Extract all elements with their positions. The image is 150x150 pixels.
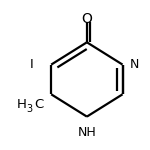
Text: H: H bbox=[17, 98, 27, 111]
Text: 3: 3 bbox=[26, 104, 32, 114]
Text: N: N bbox=[130, 58, 139, 71]
Text: I: I bbox=[30, 58, 33, 71]
Text: C: C bbox=[34, 98, 43, 111]
Text: NH: NH bbox=[78, 126, 96, 139]
Text: O: O bbox=[81, 12, 92, 26]
